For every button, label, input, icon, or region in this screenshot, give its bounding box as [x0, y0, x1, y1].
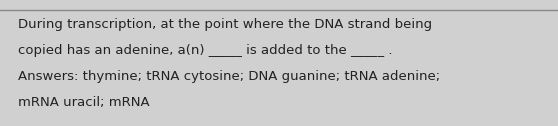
Text: During transcription, at the point where the DNA strand being: During transcription, at the point where…	[18, 18, 432, 31]
Text: copied has an adenine, a(n) _____ is added to the _____ .: copied has an adenine, a(n) _____ is add…	[18, 44, 392, 57]
Text: Answers: thymine; tRNA cytosine; DNA guanine; tRNA adenine;: Answers: thymine; tRNA cytosine; DNA gua…	[18, 70, 440, 83]
Text: mRNA uracil; mRNA: mRNA uracil; mRNA	[18, 96, 150, 109]
